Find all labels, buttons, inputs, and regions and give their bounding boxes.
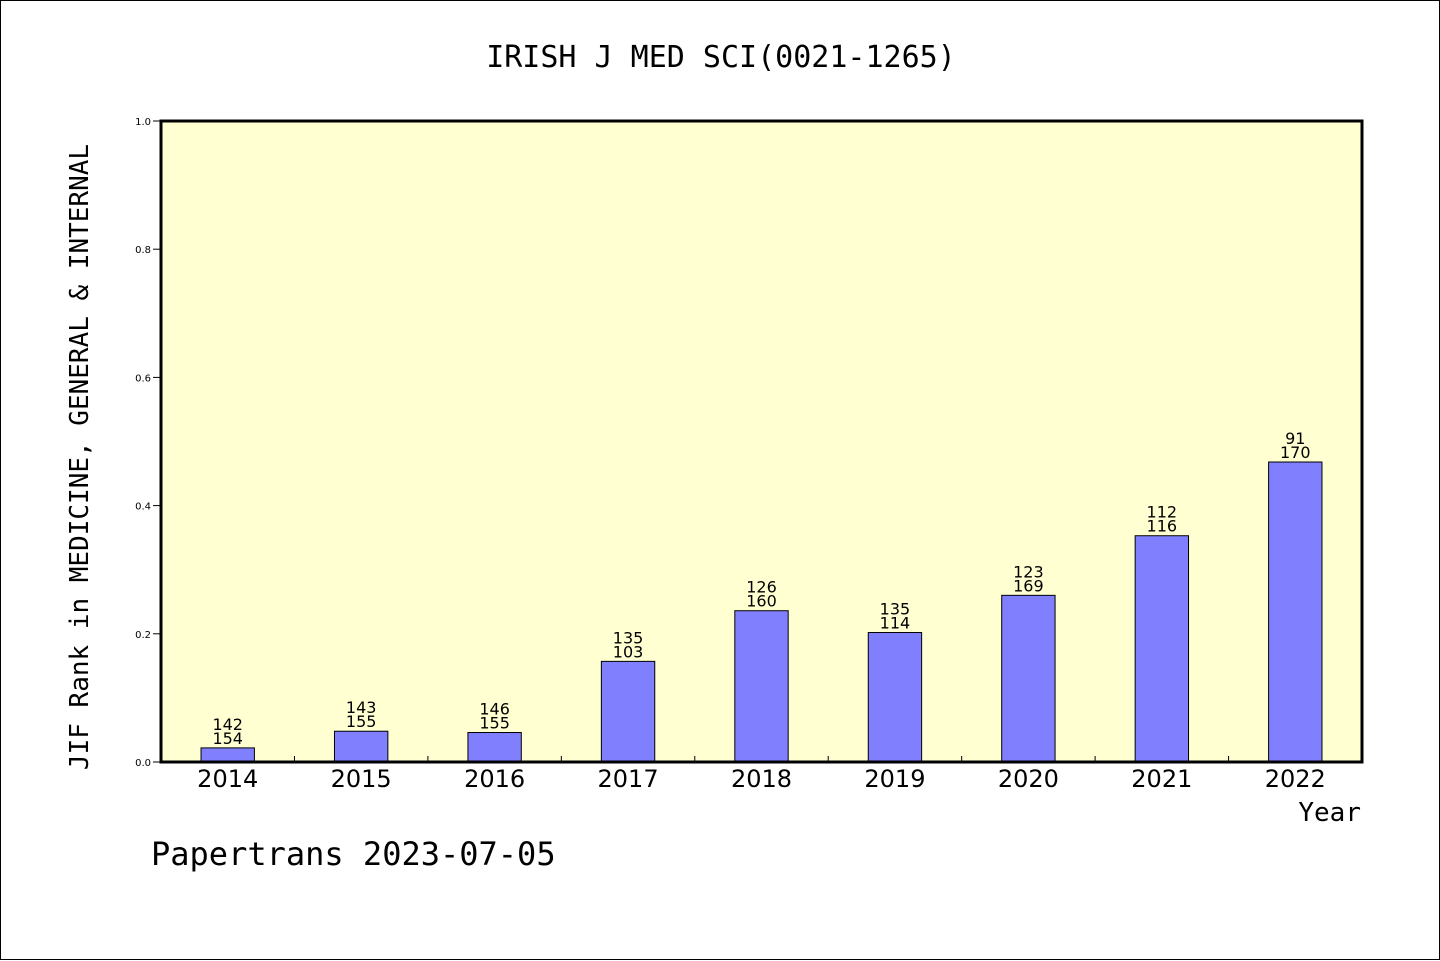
y-tick-label: 0.4: [135, 502, 151, 513]
bar-label-bottom: 170: [1280, 443, 1311, 462]
x-tick-label: 2022: [1265, 765, 1326, 793]
x-tick-label: 2020: [998, 765, 1059, 793]
chart-title: IRISH J MED SCI(0021-1265): [486, 40, 956, 75]
bar-label-top: 146: [479, 700, 510, 719]
bar-label-bottom: 160: [746, 592, 777, 611]
bar-2015: [333, 730, 389, 763]
x-tick-label: 2017: [598, 765, 659, 793]
y-tick-label: 0.2: [135, 630, 151, 641]
bar-label-top: 91: [1285, 429, 1305, 448]
bar-label-bottom: 155: [346, 712, 377, 731]
x-tick-label: 2015: [331, 765, 392, 793]
bar-2022: [1268, 461, 1323, 763]
x-tick-label: 2016: [464, 765, 525, 793]
y-axis: 0.0 0.2 0.4 0.6 0.8 1.0: [135, 117, 161, 769]
y-tick-label: 0.6: [135, 373, 151, 384]
x-tick-label: 2021: [1131, 765, 1192, 793]
bar-2019: [867, 632, 923, 763]
bars: [200, 461, 1323, 763]
bar-2020: [1001, 594, 1056, 763]
x-axis-label: Year: [1298, 798, 1361, 828]
bar-2014: [200, 747, 255, 763]
y-tick-label: 0.0: [135, 758, 151, 769]
bar-label-top: 112: [1147, 503, 1178, 522]
y-tick-label: 1.0: [135, 117, 151, 128]
bar-label-bottom: 116: [1147, 517, 1178, 536]
bar-2016: [467, 732, 522, 763]
x-tick-label: 2019: [864, 765, 925, 793]
y-tick-label: 0.8: [135, 245, 151, 256]
bar-label-top: 135: [880, 600, 911, 619]
bar-2018: [734, 610, 789, 763]
bar-label-bottom: 155: [479, 714, 510, 733]
bar-label-bottom: 169: [1013, 576, 1044, 595]
plot-border: [159, 119, 1364, 764]
bar-2021: [1134, 535, 1190, 763]
bar-label-top: 142: [212, 715, 243, 734]
bar-label-top: 126: [746, 578, 777, 597]
x-tick-label: 2018: [731, 765, 792, 793]
y-axis-label: JIF Rank in MEDICINE, GENERAL & INTERNAL: [65, 144, 95, 770]
bar-label-top: 143: [346, 698, 377, 717]
x-axis: 2014 2015 2016 2017 2018 2019 2020 2021 2022: [197, 756, 1326, 793]
bar-label-bottom: 103: [613, 642, 644, 661]
watermark-text: Papertrans 2023-07-05: [151, 835, 556, 873]
x-tick-label: 2014: [197, 765, 258, 793]
bar-2017: [600, 660, 656, 763]
bar-label-bottom: 154: [212, 729, 243, 748]
bar-label-top: 135: [613, 628, 644, 647]
bar-label-bottom: 114: [880, 614, 911, 633]
bar-label-top: 123: [1013, 562, 1044, 581]
